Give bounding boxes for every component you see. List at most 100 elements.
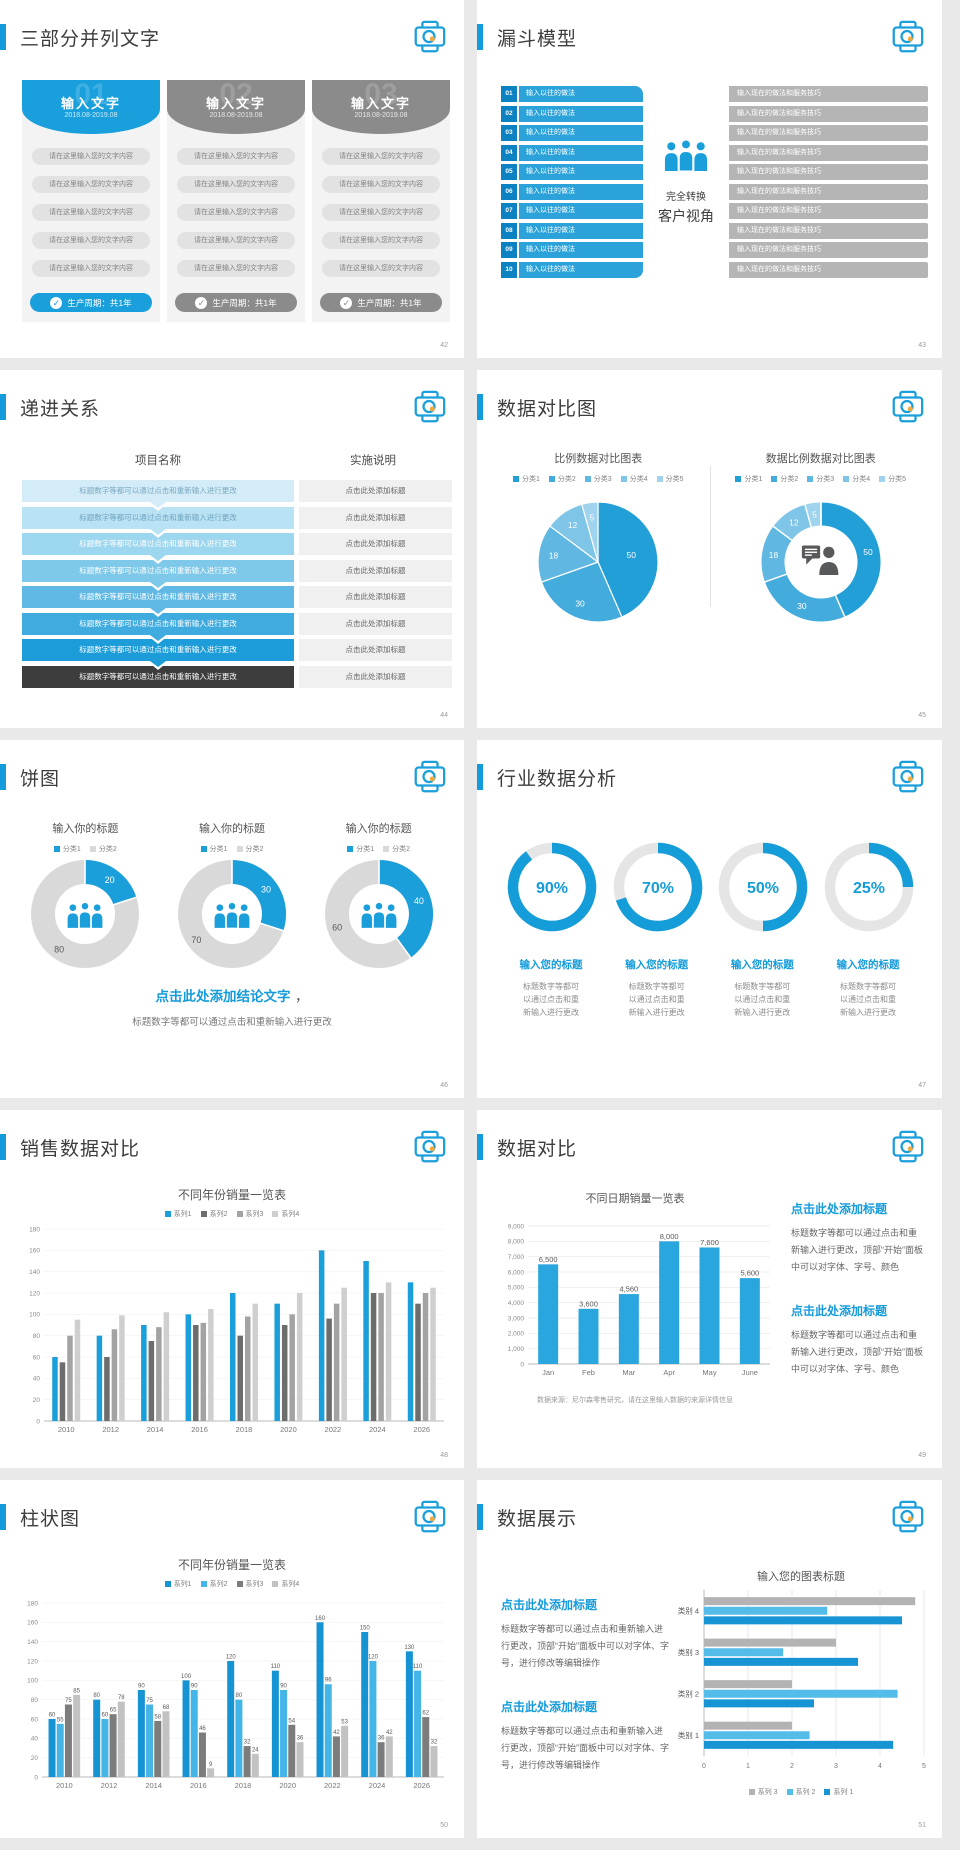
progress-step: 标题数字等都可以通过点击和重新输入进行更改 — [22, 586, 294, 617]
slide-46[interactable]: 饼图 输入你的标题 分类1 分类2 20 80 输入你的标题 分类1 分类2 30 70 输入你的标… — [0, 740, 464, 1098]
slide-50[interactable]: 柱状图 不同年份销量一览表 系列1 系列2 系列3 系列4 0 20 40 60 80 100 1… — [0, 1480, 464, 1838]
legend-item: 系列4 — [272, 1209, 299, 1219]
svg-text:120: 120 — [368, 1655, 379, 1661]
svg-text:36: 36 — [297, 1736, 304, 1742]
vertical-divider — [709, 466, 711, 607]
page-number: 48 — [440, 1452, 448, 1459]
legend-item: 分类4 — [843, 474, 870, 484]
logo-icon — [410, 759, 448, 795]
card-header-date: 2018.08-2019.08 — [64, 112, 118, 119]
svg-text:90: 90 — [138, 1684, 145, 1690]
gauge-body-line: 以通过点击和重 — [839, 995, 896, 1004]
legend-label: 分类3 — [816, 476, 835, 483]
funnel-left-row: 01 输入以往的做法 — [501, 86, 643, 102]
title-accent-bar — [477, 24, 483, 50]
legend-label: 系列3 — [245, 1581, 264, 1588]
legend-item: 分类3 — [807, 474, 834, 484]
page-number: 43 — [918, 342, 926, 349]
slide-47[interactable]: 行业数据分析 90% 输入您的标题 标题数字等都可 以通过点击和重 新输入进行更改 70%… — [477, 740, 942, 1098]
svg-text:类别 4: 类别 4 — [678, 1605, 699, 1615]
progress-step: 标题数字等都可以通过点击和重新输入进行更改 — [22, 480, 294, 511]
row-number: 01 — [501, 86, 517, 102]
card-footer-label: 生产周期：共1年 — [67, 297, 132, 308]
progress-description: 点击此处添加标题 — [299, 639, 452, 661]
progress-row: 标题数字等都可以通过点击和重新输入进行更改 点击此处添加标题 — [22, 665, 452, 688]
slide-51[interactable]: 数据展示 点击此处添加标题 标题数字等都可以通过点击和重新输入进行更改，顶部“开… — [477, 1480, 942, 1838]
card-footer-label: 生产周期：共1年 — [357, 297, 422, 308]
legend-label: 分类1 — [744, 476, 763, 483]
chevron-notch — [150, 661, 166, 667]
svg-text:6,500: 6,500 — [539, 1255, 558, 1264]
page-number: 49 — [918, 1452, 926, 1459]
svg-text:32: 32 — [244, 1740, 251, 1746]
slide-49[interactable]: 数据对比 不同日期销量一览表 0 1,000 2,000 3,000 4,000 5,00… — [477, 1110, 942, 1468]
progress-step: 标题数字等都可以通过点击和重新输入进行更改 — [22, 533, 294, 564]
svg-text:60: 60 — [102, 1713, 109, 1719]
legend-swatch — [512, 475, 519, 482]
svg-text:160: 160 — [315, 1616, 326, 1622]
progress-rows: 标题数字等都可以通过点击和重新输入进行更改 点击此处添加标题 标题数字等都可以通过点… — [22, 480, 452, 688]
svg-text:46: 46 — [199, 1726, 206, 1732]
legend-label: 分类4 — [852, 476, 871, 483]
conclusion-comma: ， — [294, 989, 309, 1004]
legend-item: 分类2 — [383, 844, 410, 854]
funnel-right-row: 输入现在的做法和服务技巧 — [729, 144, 928, 161]
slide-45[interactable]: 数据对比图 比例数据对比图表 分类1 分类2 分类3 分类4 分类5 50 30 18 12 5 数据… — [477, 370, 942, 728]
row-number: 10 — [501, 261, 517, 278]
card-body: 请在这里输入您的文字内容 请在这里输入您的文字内容 请在这里输入您的文字内容 请在这里… — [22, 134, 160, 277]
card-header-date: 2018.08-2019.08 — [209, 112, 263, 119]
logo-icon — [888, 389, 926, 425]
title-accent-bar — [477, 394, 483, 420]
svg-text:80: 80 — [54, 945, 64, 955]
legend-label: 分类1 — [209, 846, 228, 853]
gauge-chart-svg: 25% — [824, 842, 914, 932]
legend-label: 系列 1 — [833, 1789, 854, 1796]
svg-text:0: 0 — [702, 1763, 706, 1770]
svg-text:2024: 2024 — [369, 1425, 386, 1434]
chevron-notch — [150, 608, 166, 614]
legend-swatch — [824, 1788, 831, 1795]
svg-text:类别 1: 类别 1 — [678, 1730, 699, 1740]
card-text-pill: 请在这里输入您的文字内容 — [177, 176, 295, 193]
gauge-panel: 90% 输入您的标题 标题数字等都可 以通过点击和重 新输入进行更改 — [501, 836, 601, 1019]
legend-item: 系列1 — [164, 1209, 192, 1219]
legend-item: 分类5 — [656, 474, 684, 484]
funnel-diagram: 01 输入以往的做法 02 输入以往的做法 03 输入以往的做法 04 输入以往的做法 05 输入… — [501, 86, 928, 278]
text-column: 点击此处添加标题 标题数字等都可以通过点击和重新输入进行更改，顶部“开始”面板中… — [501, 1534, 670, 1800]
funnel-right-row: 输入现在的做法和服务技巧 — [729, 242, 928, 258]
row-number: 08 — [501, 222, 517, 239]
text-block: 点击此处添加标题 标题数字等都可以通过点击和重新输入进行更改，顶部“开始”面板中… — [501, 1698, 670, 1774]
svg-text:5: 5 — [590, 512, 595, 522]
chevron-notch — [150, 581, 166, 588]
svg-text:Mar: Mar — [622, 1368, 635, 1377]
row-number: 05 — [501, 164, 517, 180]
gauge-body-line: 新输入进行更改 — [628, 1008, 685, 1017]
svg-text:30: 30 — [576, 598, 586, 608]
svg-text:4: 4 — [878, 1763, 882, 1770]
slide-44[interactable]: 递进关系 项目名称 实施说明 标题数字等都可以通过点击和重新输入进行更改 点击此处… — [0, 370, 464, 728]
gauge-title: 输入您的标题 — [519, 959, 583, 971]
funnel-left-rows: 01 输入以往的做法 02 输入以往的做法 03 输入以往的做法 04 输入以往的做法 05 输入… — [501, 86, 643, 278]
slide-43[interactable]: 漏斗模型 01 输入以往的做法 02 输入以往的做法 03 输入以往的做法 04 输入以往的做… — [477, 0, 942, 358]
svg-text:25%: 25% — [853, 880, 885, 897]
svg-text:180: 180 — [27, 1600, 38, 1607]
row-number: 06 — [501, 183, 517, 200]
donut-chart-panel: 输入你的标题 分类1 分类2 20 80 — [12, 794, 159, 977]
funnel-left-row: 07 输入以往的做法 — [501, 203, 643, 219]
pie-chart-panel: 比例数据对比图表 分类1 分类2 分类3 分类4 分类5 50 30 18 12 5 — [487, 424, 710, 635]
check-icon: ✓ — [195, 296, 208, 309]
legend-swatch — [843, 475, 850, 482]
slide-48[interactable]: 销售数据对比 不同年份销量一览表 系列1 系列2 系列3 系列4 0 20 40 60 80 1… — [0, 1110, 464, 1468]
gauge-body-line: 标题数字等都可 — [734, 982, 791, 991]
chevron-notch — [150, 555, 166, 561]
legend-label: 分类5 — [888, 476, 907, 483]
chart-and-text-area: 点击此处添加标题 标题数字等都可以通过点击和重新输入进行更改，顶部“开始”面板中… — [477, 1534, 942, 1800]
logo-icon-svg — [414, 760, 446, 793]
legend-label: 系列1 — [173, 1581, 192, 1588]
svg-text:65: 65 — [110, 1708, 117, 1714]
column-header-project: 项目名称 — [135, 455, 181, 467]
legend-label: 分类2 — [98, 846, 117, 853]
svg-text:2024: 2024 — [369, 1781, 386, 1790]
slide-42[interactable]: 三部分并列文字 01 输入文字 2018.08-2019.08 请在这里输入您的文字内… — [0, 0, 464, 358]
